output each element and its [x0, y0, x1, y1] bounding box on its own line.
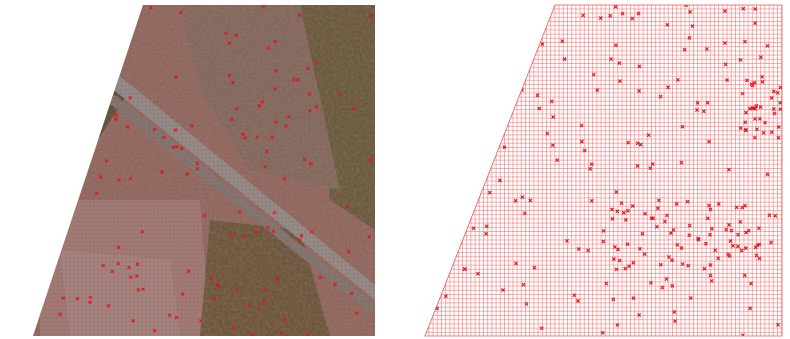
right-marker	[496, 118, 499, 121]
left-marker	[36, 187, 39, 190]
left-marker	[33, 215, 36, 218]
right-marker	[455, 177, 458, 180]
right-marker	[451, 48, 454, 51]
right-marker	[461, 223, 464, 226]
right-marker	[441, 117, 444, 120]
left-marker	[62, 47, 65, 50]
left-marker	[99, 44, 102, 47]
left-marker	[124, 49, 127, 52]
right-marker	[433, 77, 436, 80]
left-marker	[43, 137, 46, 140]
left-marker	[136, 5, 139, 8]
left-marker	[82, 32, 85, 35]
right-marker	[462, 215, 465, 218]
right-marker	[483, 56, 486, 59]
left-marker	[377, 167, 380, 170]
left-marker	[70, 183, 73, 186]
left-marker	[117, 47, 120, 50]
left-marker	[71, 44, 74, 47]
right-marker	[460, 176, 463, 179]
right-marker	[451, 95, 454, 98]
right-marker	[428, 38, 431, 41]
aerial-image	[30, 0, 380, 339]
right-marker	[497, 134, 500, 137]
left-marker	[94, 17, 97, 20]
page: (() => { JSON.parse(document.getElementB…	[0, 0, 790, 339]
left-marker	[50, 111, 53, 114]
left-marker	[67, 159, 70, 162]
left-marker	[37, 221, 40, 224]
right-marker	[433, 198, 436, 201]
right-marker	[428, 25, 431, 28]
right-marker	[425, 128, 428, 131]
left-marker	[74, 167, 77, 170]
right-marker	[494, 119, 497, 122]
right-marker	[448, 247, 451, 250]
right-marker	[485, 103, 488, 106]
left-marker	[32, 110, 35, 113]
right-marker	[424, 160, 427, 163]
left-marker	[107, 86, 110, 89]
right-marker	[427, 105, 430, 108]
left-marker	[84, 109, 87, 112]
left-marker	[59, 84, 62, 87]
right-marker	[450, 261, 453, 264]
right-marker	[449, 49, 452, 52]
scene	[0, 0, 790, 339]
right-marker	[463, 177, 466, 180]
right-marker	[503, 12, 506, 15]
right-marker	[509, 31, 512, 34]
grid-panel	[420, 0, 790, 339]
right-marker	[428, 110, 431, 113]
right-marker	[454, 193, 457, 196]
